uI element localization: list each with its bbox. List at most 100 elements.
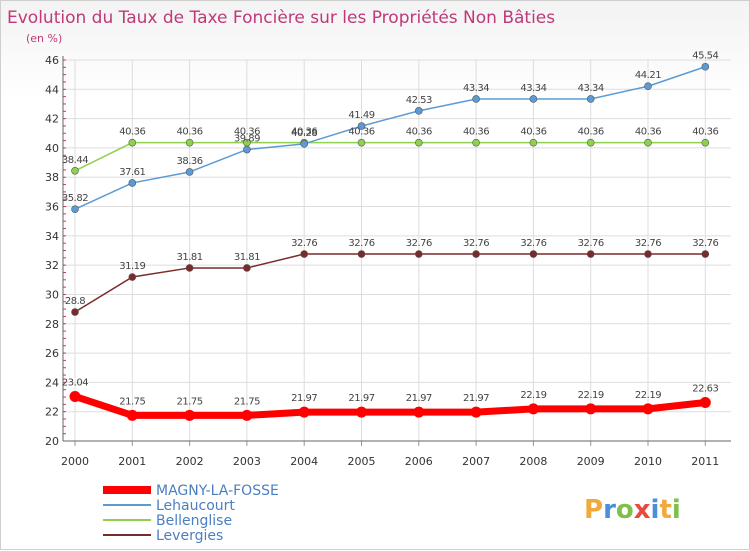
- data-label: 40.36: [578, 127, 604, 138]
- data-label: 44.21: [635, 70, 661, 81]
- data-point: [357, 250, 366, 258]
- data-point: [298, 406, 310, 418]
- y-tick-label: 20: [45, 435, 59, 448]
- chart-title: Evolution du Taux de Taxe Foncière sur l…: [7, 8, 555, 28]
- data-point: [243, 264, 251, 272]
- data-label: 43.34: [520, 83, 546, 94]
- data-label: 32.76: [406, 238, 432, 249]
- x-tick-label: 2002: [176, 455, 204, 468]
- x-tick-label: 2006: [405, 455, 433, 468]
- data-label: 40.36: [348, 127, 374, 138]
- data-point: [701, 250, 710, 258]
- data-point: [128, 138, 137, 147]
- data-point: [586, 250, 595, 258]
- data-label: 38.44: [62, 155, 88, 166]
- data-label: 22.63: [692, 383, 718, 394]
- legend-label: Bellenglise: [156, 513, 232, 529]
- data-point: [414, 138, 423, 147]
- data-point: [241, 409, 253, 421]
- data-point: [71, 205, 79, 213]
- data-point: [357, 138, 366, 147]
- data-label: 28.8: [65, 296, 85, 307]
- data-point: [414, 250, 423, 258]
- x-tick-label: 2009: [577, 455, 605, 468]
- data-point: [472, 250, 480, 258]
- data-label: 31.81: [177, 252, 203, 263]
- data-label: 21.75: [177, 396, 203, 407]
- data-label: 21.75: [234, 396, 260, 407]
- y-tick-label: 22: [45, 406, 59, 419]
- legend-label: Levergies: [156, 528, 223, 544]
- data-point: [470, 406, 482, 418]
- legend-label: MAGNY-LA-FOSSE: [156, 483, 279, 499]
- y-tick-label: 28: [45, 318, 59, 331]
- data-point: [586, 95, 595, 103]
- data-label: 32.76: [348, 238, 374, 249]
- data-label: 23.04: [62, 377, 88, 388]
- data-label: 40.36: [520, 127, 546, 138]
- legend-label: Lehaucourt: [156, 498, 235, 514]
- series-layer: [69, 62, 711, 421]
- data-point: [585, 403, 597, 415]
- data-label: 32.76: [692, 238, 718, 249]
- data-label: 21.75: [119, 396, 145, 407]
- y-tick-label: 36: [45, 201, 59, 214]
- series-line: [74, 253, 706, 313]
- data-label: 40.36: [463, 127, 489, 138]
- data-point: [527, 403, 539, 415]
- data-label: 31.19: [119, 261, 145, 272]
- data-label: 39.89: [234, 134, 260, 145]
- series-line: [74, 66, 706, 210]
- x-tick-label: 2008: [519, 455, 547, 468]
- data-point: [529, 95, 538, 103]
- x-tick-label: 2001: [118, 455, 146, 468]
- x-tick-label: 2010: [634, 455, 662, 468]
- data-label-layer: 28.8 31.19 31.81 31.81 32.76 32.76 32.76 32.76 3…: [62, 51, 719, 408]
- data-label: 40.28: [291, 128, 317, 139]
- data-label: 21.97: [348, 393, 374, 404]
- data-point: [128, 179, 137, 187]
- data-label: 32.76: [578, 238, 604, 249]
- data-point: [356, 406, 367, 418]
- data-label: 40.36: [234, 127, 260, 138]
- x-tick-label: 2003: [233, 455, 261, 468]
- data-point: [701, 62, 710, 71]
- data-point: [300, 250, 309, 258]
- data-point: [644, 82, 652, 91]
- data-label: 42.53: [406, 95, 432, 106]
- y-tick-label: 46: [45, 54, 59, 67]
- data-point: [414, 107, 423, 115]
- data-label: 37.61: [119, 167, 145, 178]
- brand-logo: Proxiti: [584, 495, 681, 525]
- data-point: [472, 138, 480, 147]
- data-label: 40.36: [177, 127, 203, 138]
- data-point: [185, 264, 194, 272]
- data-point: [126, 409, 138, 421]
- data-label: 22.19: [635, 390, 661, 401]
- data-point: [71, 308, 79, 316]
- data-label: 21.97: [463, 393, 489, 404]
- data-point: [300, 140, 309, 148]
- data-point: [185, 168, 194, 176]
- data-label: 43.34: [578, 83, 604, 94]
- series-line: [74, 141, 706, 172]
- data-point: [642, 403, 654, 415]
- data-point: [357, 122, 366, 130]
- data-label: 31.81: [234, 252, 260, 263]
- x-tick-label: 2004: [290, 455, 318, 468]
- data-label: 41.49: [348, 110, 374, 121]
- data-point: [71, 166, 79, 175]
- y-tick-label: 30: [45, 288, 59, 301]
- y-tick-label: 34: [45, 230, 59, 243]
- data-point: [185, 138, 194, 147]
- series-line: [73, 393, 706, 419]
- data-label: 22.19: [578, 390, 604, 401]
- data-point: [128, 273, 137, 281]
- legend: MAGNY-LA-FOSSELehaucourtBellengliseLever…: [103, 483, 279, 544]
- data-point: [644, 250, 652, 258]
- data-label: 21.97: [406, 393, 432, 404]
- data-label: 40.36: [635, 127, 661, 138]
- data-point: [472, 95, 480, 103]
